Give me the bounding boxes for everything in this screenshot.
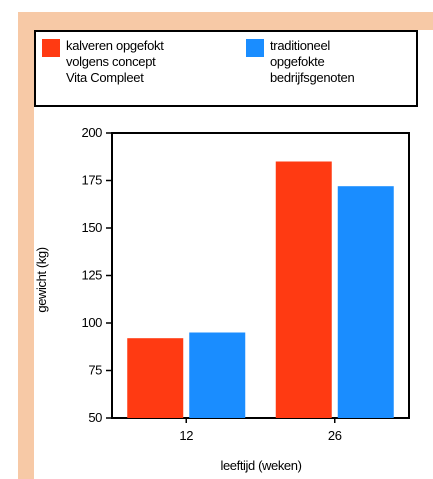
y-tick-label-125: 125 [82,268,103,283]
y-tick-label-150: 150 [82,220,103,235]
legend-label-traditioneel: traditioneel opgefokte bedrijfsgenoten [270,38,355,85]
bar-traditioneel-26 [337,186,394,418]
y-tick-label-50: 50 [88,410,102,425]
frame-left-band [18,12,34,479]
bar-vita-compleet-12 [127,338,184,418]
legend-label-vita-compleet: kalveren opgefokt volgens concept Vita C… [66,38,164,85]
legend-swatch-blue [246,39,264,57]
y-tick-label-75: 75 [88,363,102,378]
bar-traditioneel-12 [189,332,246,418]
frame-top-band [18,12,433,30]
x-tick-label-12: 12 [179,428,193,443]
bar-vita-compleet-26 [275,161,332,418]
x-tick-label-26: 26 [328,428,342,443]
y-tick-label-175: 175 [82,173,103,188]
y-tick-label-200: 200 [82,125,103,140]
y-tick-label-100: 100 [82,315,103,330]
chart-legend: kalveren opgefokt volgens concept Vita C… [34,30,418,107]
legend-swatch-red [42,39,60,57]
x-axis-title: leeftijd (weken) [220,458,301,473]
y-axis-title: gewicht (kg) [34,247,49,312]
